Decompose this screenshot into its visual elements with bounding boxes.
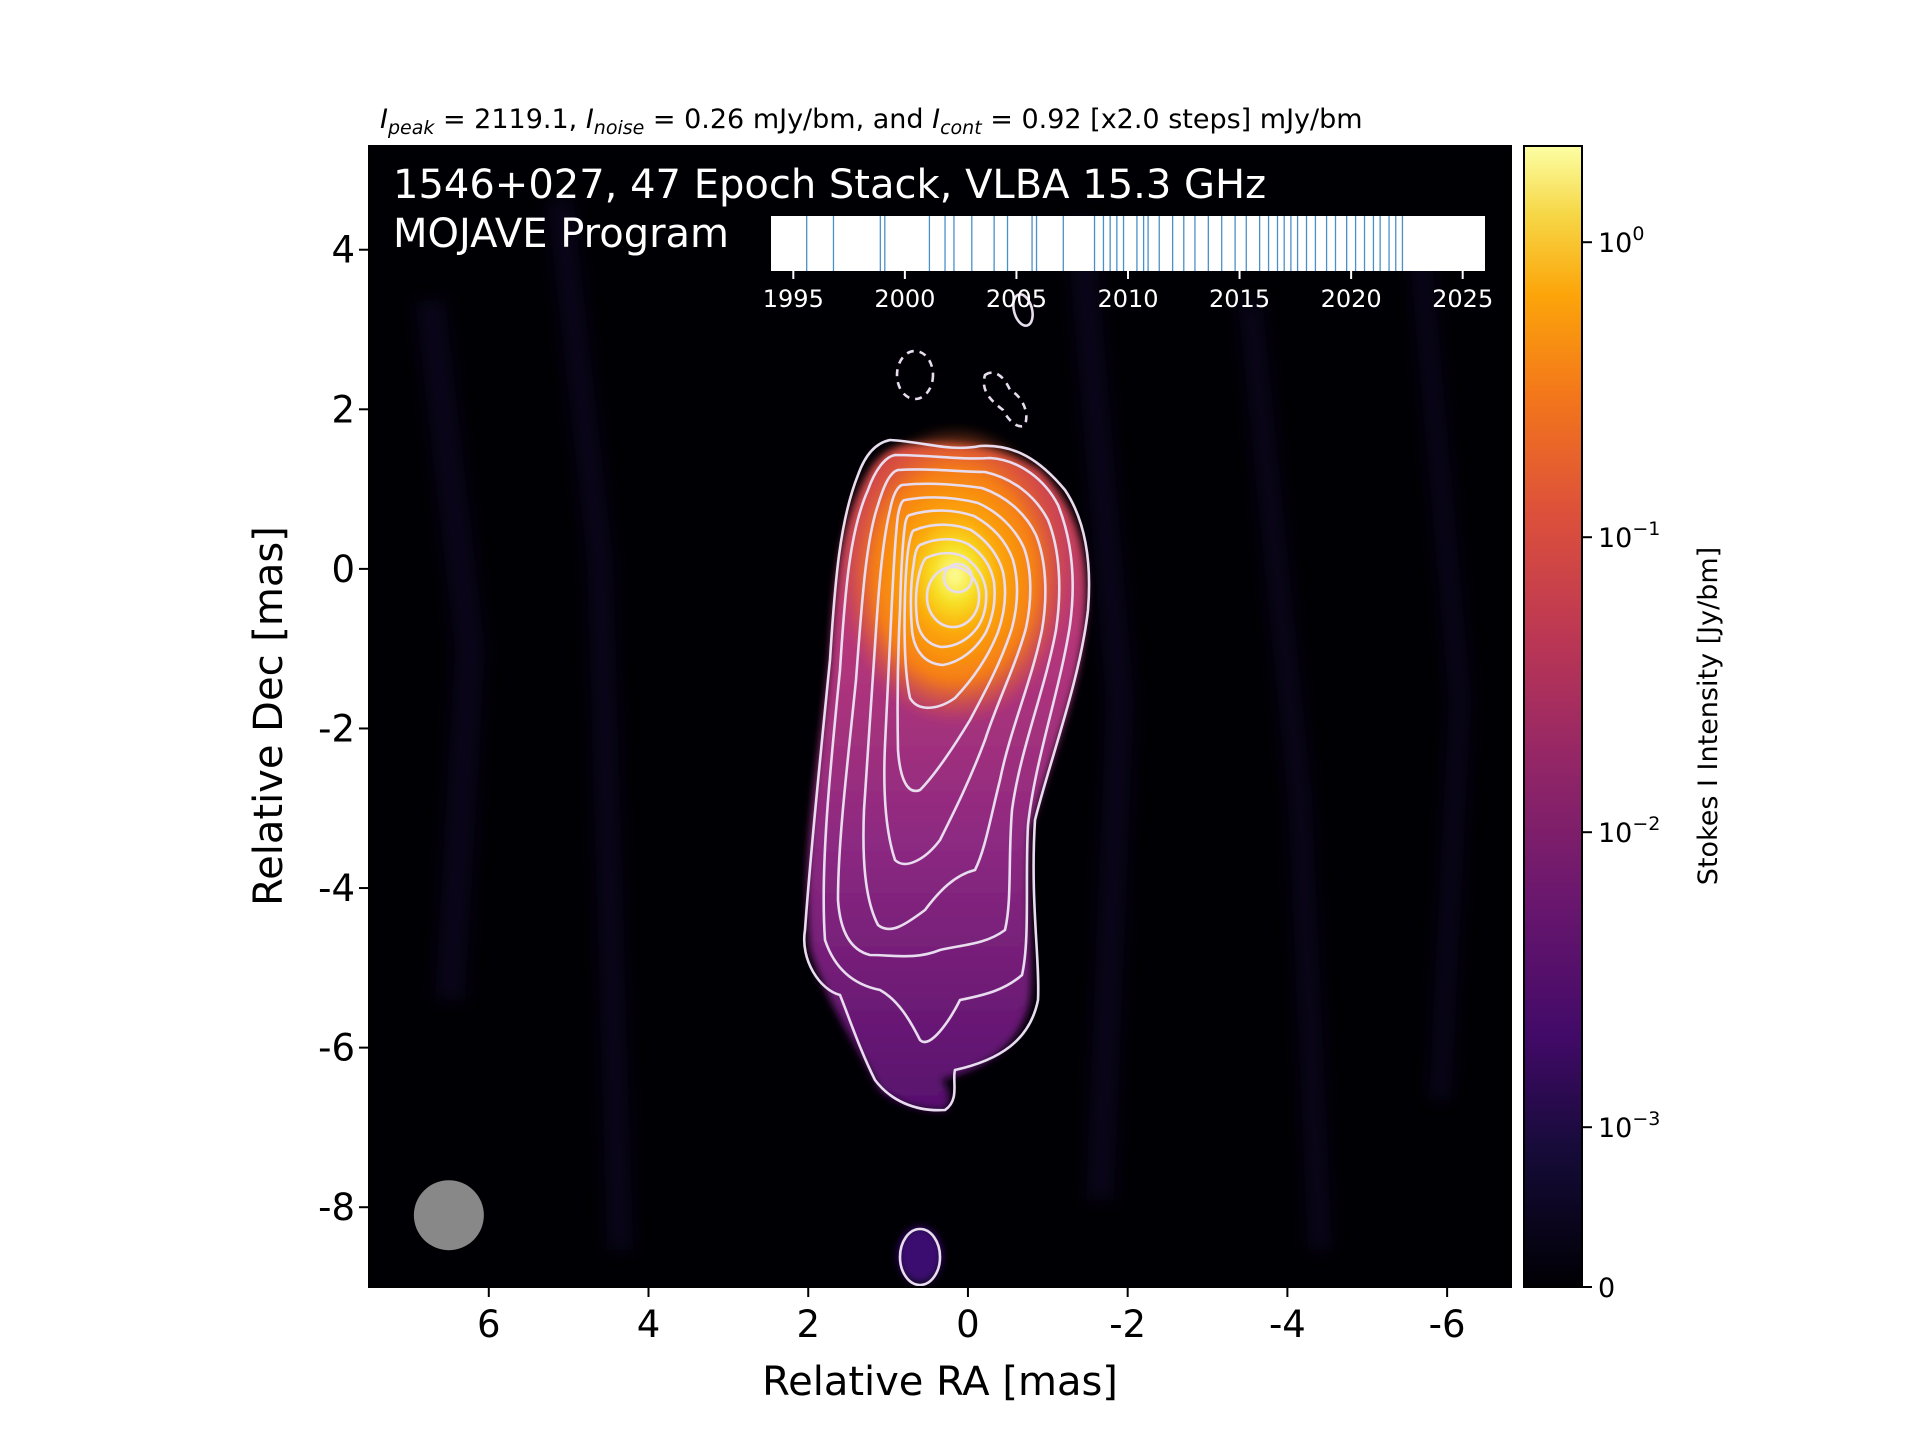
contour-level-9	[914, 551, 988, 649]
colorbar-ticks: 100 10−1 10−2 10−3 0	[1582, 223, 1660, 1304]
contour-level-3	[836, 468, 1061, 958]
noise-subscript: noise	[594, 117, 645, 139]
colorbar-tick-label: 10−3	[1598, 1108, 1660, 1144]
y-axis-ticks: 4 2 0 -2 -4 -6 -8	[318, 229, 369, 1229]
contour-lines	[802, 293, 1091, 1287]
epoch-tick-label: 2020	[1321, 285, 1382, 313]
y-tick-label: -8	[318, 1186, 355, 1229]
y-tick-label: 4	[331, 229, 355, 272]
colorbar-label: Stokes I Intensity [Jy/bm]	[1693, 547, 1724, 885]
colorbar-tick-label: 0	[1598, 1273, 1615, 1304]
epoch-tick-label: 1995	[763, 285, 824, 313]
y-tick-label: 2	[331, 388, 355, 431]
x-tick-label: 6	[477, 1303, 501, 1346]
cont-symbol: I	[932, 104, 940, 135]
y-tick-label: -4	[318, 867, 355, 910]
x-tick-label: -6	[1429, 1303, 1466, 1346]
contour-top-knot	[1012, 293, 1034, 327]
cont-subscript: cont	[940, 117, 983, 139]
contour-level-11	[942, 562, 974, 594]
epoch-tick-label: 2010	[1097, 285, 1158, 313]
y-tick-label: -6	[318, 1027, 355, 1070]
contour-level-10	[925, 565, 981, 629]
x-tick-label: 0	[956, 1303, 980, 1346]
epoch-inset-axis: 1995 2000 2005 2010 2015 2020 2025	[763, 271, 1493, 313]
contour-level-2	[822, 453, 1074, 1044]
epoch-timeline-inset: 1995 2000 2005 2010 2015 2020 2025	[763, 216, 1493, 313]
x-tick-label: 2	[796, 1303, 820, 1346]
peak-value: = 2119.1,	[434, 104, 585, 135]
colorbar: 100 10−1 10−2 10−3 0 Stokes I Intensity [Jy/…	[1523, 145, 1724, 1304]
overlay-title-line1: 1546+027, 47 Epoch Stack, VLBA 15.3 GHz	[393, 162, 1266, 208]
epoch-lines	[806, 216, 1404, 271]
y-tick-label: -2	[318, 707, 355, 750]
background-noise	[415, 198, 1472, 1251]
colorbar-tick-label: 100	[1598, 223, 1644, 259]
contour-bottom-knot	[898, 1227, 942, 1287]
colorbar-tick-label: 10−2	[1598, 813, 1660, 849]
overlay-title-line2: MOJAVE Program	[393, 211, 729, 257]
contour-level-8	[909, 537, 996, 667]
x-tick-label: -4	[1269, 1303, 1306, 1346]
peak-subscript: peak	[387, 117, 435, 139]
colorbar-gradient	[1523, 145, 1583, 1288]
beam-ellipse	[413, 1180, 484, 1251]
contour-level-6	[896, 509, 1019, 793]
epoch-tick-label: 2000	[874, 285, 935, 313]
epoch-tick-label: 2015	[1209, 285, 1270, 313]
epoch-tick-label: 2025	[1432, 285, 1493, 313]
x-axis-ticks: 6 4 2 0 -2 -4 -6	[477, 1287, 1466, 1346]
plot-frame	[368, 145, 1512, 1288]
contour-level-1	[802, 438, 1091, 1112]
negative-contour-1	[895, 349, 935, 401]
cont-value: = 0.92 [x2.0 steps] mJy/bm	[982, 104, 1363, 135]
noise-value: = 0.26 mJy/bm, and	[644, 104, 932, 135]
noise-symbol: I	[586, 104, 594, 135]
y-tick-label: 0	[331, 548, 355, 591]
contour-level-5	[883, 496, 1032, 866]
peak-symbol: I	[380, 104, 388, 135]
epoch-tick-label: 2005	[986, 285, 1047, 313]
epoch-inset-background	[771, 216, 1485, 271]
x-tick-label: 4	[637, 1303, 661, 1346]
contour-level-7	[903, 523, 1007, 710]
figure-header: Ipeak = 2119.1, Inoise = 0.26 mJy/bm, an…	[380, 104, 1363, 139]
colorbar-tick-label: 10−1	[1598, 518, 1660, 554]
contour-level-4	[862, 482, 1047, 931]
y-axis-label: Relative Dec [mas]	[246, 526, 292, 906]
x-tick-label: -2	[1109, 1303, 1146, 1346]
image-plot-area: 1546+027, 47 Epoch Stack, VLBA 15.3 GHz …	[318, 145, 1512, 1346]
x-axis-label: Relative RA [mas]	[762, 1359, 1118, 1405]
